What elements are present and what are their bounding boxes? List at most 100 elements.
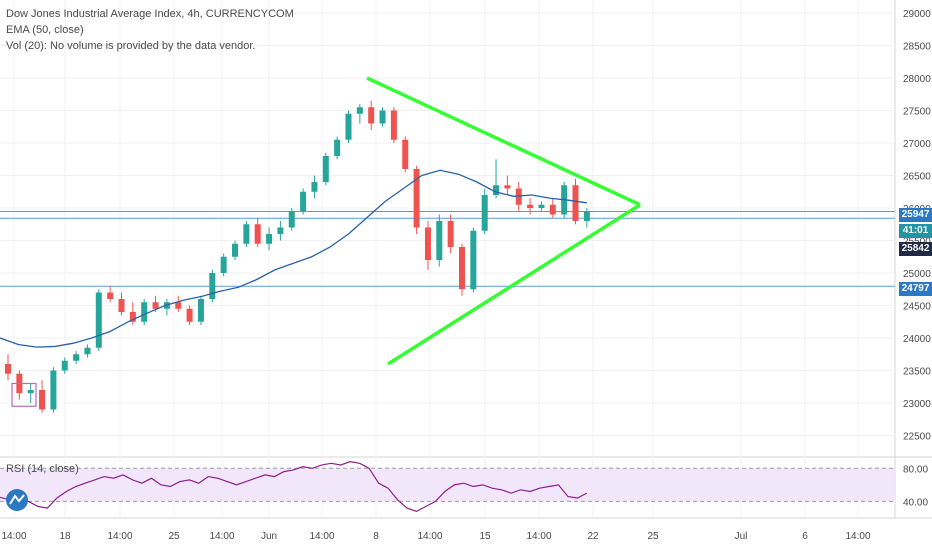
- time-tick-label: 14:00: [417, 531, 442, 542]
- candle-body: [73, 354, 80, 361]
- candle-body: [345, 113, 352, 140]
- time-tick-label: 14:00: [845, 531, 870, 542]
- candle-body: [84, 347, 91, 355]
- candle-body: [493, 185, 500, 195]
- price-tag-background: [899, 208, 932, 222]
- price-tag-middle: 25842: [901, 243, 930, 254]
- candle-body: [95, 292, 102, 348]
- upper-trendline: [366, 76, 641, 207]
- price-tick-label: 24000: [903, 334, 931, 345]
- candle-body: [515, 188, 522, 205]
- candle-body: [232, 243, 238, 257]
- candle-body: [538, 204, 545, 208]
- candle-body: [356, 107, 363, 114]
- price-tick-label: 22500: [903, 432, 931, 443]
- time-tick-label: 25: [647, 531, 659, 542]
- candle-body: [50, 370, 57, 410]
- candle-body: [481, 195, 488, 231]
- candle-body: [334, 139, 341, 156]
- rsi-legend: RSI (14, close): [6, 463, 79, 475]
- candle-body: [5, 364, 11, 374]
- time-tick-label: 14:00: [209, 531, 234, 542]
- price-tick-label: 28000: [903, 74, 931, 85]
- candle-body: [39, 390, 46, 410]
- price-tag-lower: 24797: [901, 283, 930, 294]
- candle-body: [266, 234, 273, 244]
- candle-body: [107, 292, 114, 299]
- candle-body: [61, 360, 68, 371]
- candle-body: [254, 224, 261, 244]
- price-tick-label: 27500: [903, 107, 931, 118]
- candle-body: [436, 221, 443, 260]
- countdown-timer-tag: 41:01: [902, 225, 929, 236]
- candle-body: [197, 299, 204, 322]
- time-tick-label: 8: [373, 531, 379, 542]
- time-tick-label: Jun: [261, 531, 277, 542]
- rsi-tick-label: 40.00: [903, 497, 928, 508]
- candle-body: [175, 302, 182, 309]
- rsi-line: [0, 461, 588, 513]
- time-tick-label: 25: [168, 531, 180, 542]
- candle-body: [402, 139, 409, 169]
- volume-legend: Vol (20): No volume is provided by the d…: [6, 40, 256, 52]
- rsi-band: [0, 468, 895, 502]
- time-tick-label: 14:00: [309, 531, 334, 542]
- price-tag-background: [899, 242, 932, 256]
- candle-body: [413, 169, 420, 228]
- time-tick-label: 18: [59, 531, 71, 542]
- candle-body: [527, 204, 534, 208]
- price-tick-label: 23500: [903, 367, 931, 378]
- ema-legend: EMA (50, close): [6, 24, 84, 36]
- selection-box: [11, 382, 37, 407]
- price-tick-label: 28500: [903, 42, 931, 53]
- price-tick-label: 23000: [903, 399, 931, 410]
- price-tick-label: 26500: [903, 172, 931, 183]
- candle-body: [504, 185, 511, 189]
- candle-body: [583, 211, 590, 221]
- candle-body: [572, 185, 579, 221]
- candle-body: [300, 191, 307, 212]
- candle-body: [152, 302, 159, 309]
- lower-trendline: [387, 203, 641, 366]
- candle-body: [549, 204, 556, 215]
- candle-body: [470, 230, 477, 290]
- candle-body: [186, 308, 193, 322]
- candle-body: [209, 273, 216, 299]
- ema-line: [0, 169, 587, 348]
- time-tick-label: 14:00: [526, 531, 551, 542]
- symbol-legend: Dow Jones Industrial Average Index, 4h, …: [6, 8, 294, 20]
- brand-logo-mark: [9, 494, 25, 505]
- candle-body: [288, 211, 295, 228]
- time-tick-label: 22: [587, 531, 599, 542]
- candle-body: [447, 221, 454, 247]
- price-tag-background: [899, 282, 932, 296]
- price-tag-background: [899, 224, 932, 238]
- candle-body: [220, 256, 227, 273]
- price-tick-label: 27000: [903, 139, 931, 150]
- candle-body: [141, 302, 148, 322]
- price-tick-label: 29000: [903, 9, 931, 20]
- candle-body: [379, 110, 386, 124]
- candle-body: [424, 227, 431, 260]
- candle-body: [27, 390, 34, 394]
- candle-body: [129, 312, 136, 322]
- time-tick-label: 6: [802, 531, 808, 542]
- time-tick-label: 14:00: [107, 531, 132, 542]
- candle-body: [459, 247, 465, 290]
- brand-logo-icon: [6, 489, 28, 511]
- rsi-tick-label: 80.00: [903, 464, 928, 475]
- candle-body: [368, 107, 375, 124]
- candle-body: [322, 156, 329, 182]
- candle-body: [277, 227, 284, 234]
- candle-body: [243, 224, 250, 244]
- candle-body: [390, 110, 397, 140]
- time-tick-label: 15: [479, 531, 491, 542]
- time-tick-label: 14:00: [1, 531, 26, 542]
- candle-body: [118, 299, 125, 312]
- candle-body: [311, 182, 318, 192]
- price-tick-label: 25000: [903, 269, 931, 280]
- price-tag-upper: 25947: [901, 209, 930, 220]
- time-tick-label: Jul: [735, 531, 748, 542]
